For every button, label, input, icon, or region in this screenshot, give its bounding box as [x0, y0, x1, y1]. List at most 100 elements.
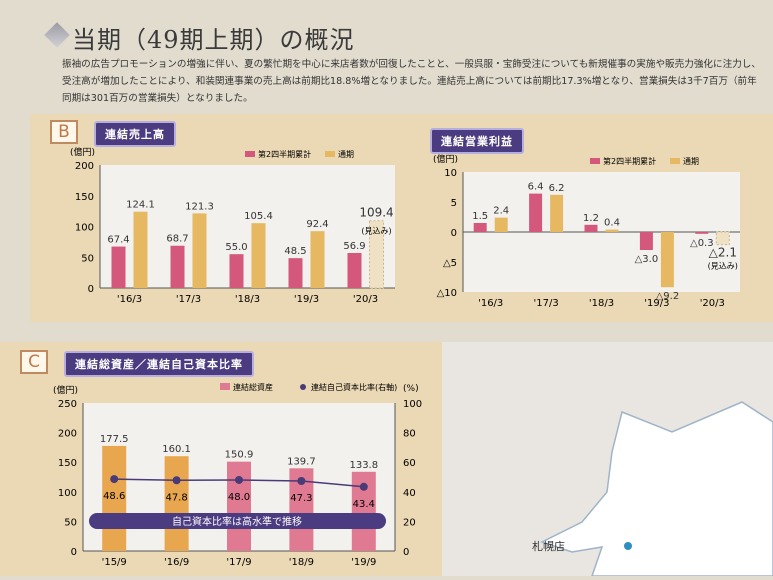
ratio-point [110, 475, 119, 484]
bar [660, 232, 674, 288]
chart-title-sales: 連結売上高 [94, 121, 176, 147]
section-c-label: C [20, 350, 48, 374]
bar [473, 223, 487, 232]
y2-unit-label: (%) [403, 384, 419, 394]
x-tick-label: '19/9 [351, 557, 376, 568]
data-label: 109.4 [359, 206, 393, 220]
bar [639, 232, 653, 250]
x-tick-label: '16/3 [478, 298, 503, 309]
legend-swatch [220, 383, 230, 390]
x-tick-label: '19/3 [644, 298, 669, 309]
data-label: 67.4 [107, 235, 129, 246]
data-label: 121.3 [185, 201, 214, 212]
x-tick-label: '17/3 [533, 298, 558, 309]
y-tick-label: △5 [443, 258, 457, 269]
x-tick-label: '19/3 [294, 294, 319, 305]
y-tick-label: 100 [58, 488, 77, 499]
sales-chart: (億円) 0 50 100 150 200 '16/3 '17/3 '18/3 '19/3 '20/… [70, 146, 395, 305]
store-marker-icon [624, 542, 632, 550]
legend-label: 第2四半期累計 [258, 149, 311, 159]
data-label: 124.1 [126, 200, 155, 211]
x-tick-label: '18/9 [289, 557, 314, 568]
data-label: 6.4 [528, 182, 544, 193]
x-tick-label: '18/3 [589, 298, 614, 309]
ratio-label: 48.0 [228, 492, 250, 503]
data-label: 55.0 [225, 242, 247, 253]
y2-tick-label: 0 [403, 547, 409, 558]
plot-area [100, 165, 395, 288]
y-tick-label: 5 [451, 198, 457, 209]
bar [227, 461, 251, 551]
summary-text: 振袖の広告プロモーションの増強に伴い、夏の繁忙期を中心に来店者数が回復したことと… [62, 59, 761, 104]
bar [251, 223, 266, 288]
y-tick-label: 200 [58, 429, 77, 440]
x-tick-label: '15/9 [102, 557, 127, 568]
bar [170, 245, 185, 288]
x-tick-label: '20/3 [353, 294, 378, 305]
y-tick-label: 10 [444, 168, 457, 179]
y-tick-label: △10 [437, 288, 457, 299]
y-tick-label: 250 [58, 399, 77, 410]
y2-tick-label: 60 [403, 458, 416, 469]
y-tick-label: 200 [75, 161, 94, 172]
ratio-label: 47.8 [165, 492, 187, 503]
legend-label: 通期 [338, 149, 354, 159]
bar [494, 217, 508, 232]
estimate-note: (見込み) [361, 227, 391, 236]
y-tick-label: 0 [451, 228, 457, 239]
data-label: 177.5 [100, 434, 129, 445]
bar [164, 456, 189, 551]
data-label: 68.7 [166, 234, 188, 245]
annotation-banner [89, 513, 386, 529]
title-diamond-icon [44, 22, 70, 48]
legend-label: 通期 [683, 156, 699, 166]
ratio-point [172, 476, 181, 485]
legend-swatch [590, 158, 600, 164]
legend-swatch [325, 151, 335, 157]
estimate-note: (見込み) [708, 262, 738, 271]
bar [605, 229, 619, 232]
annotation-text: 自己資本比率は高水準で推移 [172, 515, 302, 528]
x-tick-label: '18/3 [235, 294, 260, 305]
y-unit-label: (億円) [53, 384, 78, 396]
data-label: 0.4 [604, 218, 620, 229]
data-label: 139.7 [287, 456, 316, 467]
bar [347, 253, 362, 288]
bar [550, 194, 564, 232]
x-tick-label: '20/3 [700, 298, 725, 309]
bar [111, 246, 126, 288]
page-title: 当期（49期上期）の概況 [72, 26, 355, 54]
data-label: △3.0 [635, 254, 659, 265]
bar [288, 258, 303, 288]
y2-tick-label: 100 [403, 399, 422, 410]
section-b-label: B [50, 120, 78, 144]
map-store-label: 札幌店 [532, 540, 565, 553]
ratio-label: 43.4 [353, 499, 375, 510]
bar [369, 220, 384, 289]
y-tick-label: 0 [71, 547, 77, 558]
y-unit-label: (億円) [433, 153, 458, 165]
y-tick-label: 150 [75, 192, 94, 203]
operating-income-chart: (億円) △10 △5 0 5 10 '16/3 '17/3 '18/3 '19/3 '20/3 1.… [433, 153, 740, 309]
x-tick-label: '17/3 [176, 294, 201, 305]
data-label: 160.1 [162, 444, 191, 455]
x-tick-label: '16/9 [164, 557, 189, 568]
legend-swatch [670, 158, 680, 164]
data-label: 92.4 [306, 219, 328, 230]
legend-label: 連結自己資本比率(右軸) [311, 382, 397, 392]
data-label: 2.4 [493, 206, 509, 217]
legend-label: 連結総資産 [233, 382, 273, 392]
legend-swatch [245, 151, 255, 157]
chart-title-assets: 連結総資産／連結自己資本比率 [64, 351, 254, 377]
y2-tick-label: 40 [403, 488, 416, 499]
bar [529, 193, 543, 232]
bar [229, 254, 244, 288]
legend-line-icon [300, 384, 306, 390]
ratio-point [235, 475, 243, 484]
chart-title-operating-income: 連結営業利益 [430, 128, 524, 154]
data-label: 1.5 [472, 211, 488, 222]
bar [715, 231, 730, 246]
bar [310, 231, 325, 288]
bar [192, 213, 207, 288]
